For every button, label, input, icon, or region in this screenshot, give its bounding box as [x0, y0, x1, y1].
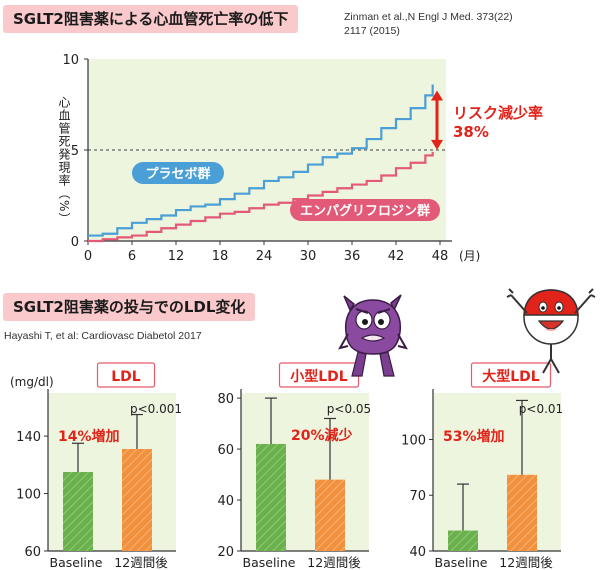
small-ldl-change-annotation: 20%減少 [291, 427, 353, 444]
line-x-tick-label: 6 [128, 249, 136, 264]
ldl-baseline-bar [63, 472, 93, 551]
risk-arrow-head-up [431, 90, 443, 101]
line-x-tick-label: 18 [212, 249, 229, 264]
empagliflozin-label: エンパグリフロジン群 [300, 203, 430, 219]
line-x-tick-label: 24 [256, 249, 273, 264]
placebo-label: プラセボ群 [145, 166, 210, 182]
ldl-title-box [96, 362, 156, 388]
line-y-tick-label: 5 [71, 144, 79, 159]
line-x-tick-label: 12 [168, 249, 185, 264]
line-x-tick-label: 0 [84, 249, 92, 264]
empagliflozin-label-pill [290, 199, 440, 221]
ldl-change-annotation: 14%増加 [58, 428, 120, 445]
small-ldl-y-tick-label: 20 [217, 545, 234, 560]
small-ldl-y-tick-label: 40 [217, 494, 234, 509]
line-x-tick-label: 30 [300, 249, 317, 264]
empagliflozin-series-line [88, 151, 434, 243]
large-ldl-plot-background [433, 393, 561, 551]
placebo-series-line [88, 84, 434, 237]
small-ldl-y-tick-label: 80 [217, 392, 234, 407]
small-ldl-category-label: Baseline [243, 555, 296, 570]
large-ldl-baseline-bar [448, 530, 478, 551]
ldl-title: LDL [111, 369, 141, 385]
line-x-tick-label: 48 [432, 249, 449, 264]
ldl-category-label: 12週間後 [114, 555, 168, 570]
large-ldl-y-tick-label: 100 [401, 433, 426, 448]
ldl-y-tick-label: 140 [16, 430, 41, 445]
large-ldl-category-label: 12週間後 [499, 555, 553, 570]
line-x-axis-label: (月) [459, 249, 480, 263]
top-citation-line1: Zinman et al.,N Engl J Med. 373(22) [344, 11, 513, 23]
ldl-week12-bar [122, 449, 152, 551]
large-ldl-title-box [470, 362, 552, 388]
small-ldl-pvalue: p<0.05 [327, 402, 371, 416]
large-ldl-y-tick-label: 40 [409, 545, 426, 560]
line-y-tick-label: 10 [62, 53, 79, 68]
risk-arrow-head-down [431, 139, 443, 150]
bottom-title: SGLT2阻害薬の投与でのLDL変化 [3, 293, 256, 321]
small-ldl-title: 小型LDL [290, 368, 348, 385]
line-x-tick-label: 36 [344, 249, 361, 264]
bottom-citation: Hayashi T, et al: Cardiovasc Diabetol 20… [4, 330, 202, 342]
small-ldl-y-tick-label: 60 [217, 443, 234, 458]
cheering-mascot-illustration [506, 288, 596, 374]
ldl-y-tick-label: 100 [16, 488, 41, 503]
placebo-label-pill [132, 162, 224, 184]
large-ldl-pvalue: p<0.01 [519, 402, 563, 416]
large-ldl-category-label: Baseline [435, 555, 488, 570]
line-y-tick-label: 0 [71, 235, 79, 250]
small-ldl-week12-bar [315, 479, 345, 551]
large-ldl-title: 大型LDL [482, 368, 540, 385]
large-ldl-change-annotation: 53%増加 [443, 428, 505, 445]
small-ldl-category-label: 12週間後 [307, 555, 361, 570]
ldl-pvalue: p<0.001 [130, 402, 182, 416]
risk-reduction-label: リスク減少率 [453, 104, 543, 122]
purple-germ-illustration [338, 294, 408, 377]
risk-reduction-value: 38% [453, 123, 489, 141]
line-y-axis-label: 心血管死発現率（%） [57, 96, 71, 226]
large-ldl-week12-bar [507, 474, 537, 551]
ldl-y-tick-label: 60 [24, 545, 41, 560]
ldl-unit-label: (mg/dl) [10, 375, 54, 389]
large-ldl-y-tick-label: 70 [409, 489, 426, 504]
top-title: SGLT2阻害薬による心血管死亡率の低下 [3, 5, 299, 33]
ldl-category-label: Baseline [50, 555, 103, 570]
line-x-tick-label: 42 [388, 249, 405, 264]
top-citation-line2: 2117 (2015) [344, 25, 400, 37]
small-ldl-baseline-bar [256, 443, 286, 551]
